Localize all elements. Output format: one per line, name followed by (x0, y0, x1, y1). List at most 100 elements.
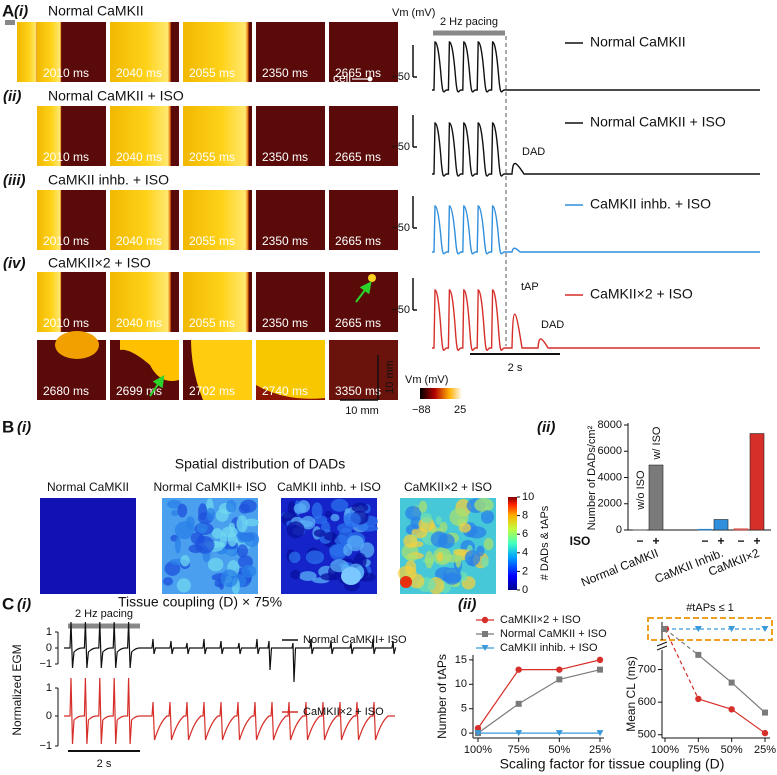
colorbar-tick-label: 10 (522, 491, 534, 503)
frame-time: 2055 ms (189, 316, 235, 330)
heatmap-blob (167, 499, 182, 509)
heatmap-blob (313, 529, 326, 537)
heatmap-blob (403, 534, 418, 548)
band-link (664, 628, 699, 656)
row-label: (i) (14, 3, 28, 20)
heatmap-blob (243, 531, 260, 548)
tile-wave (37, 22, 62, 82)
arrow (149, 375, 165, 397)
heatmap-blob (329, 544, 347, 561)
point (762, 709, 768, 716)
panel-label: A (2, 1, 14, 20)
tile-wave (329, 340, 398, 400)
row-title: Normal CaMKII (48, 3, 144, 19)
colorbar (508, 497, 517, 590)
marker (5, 20, 15, 25)
legend-label: CaMKII inhib. + ISO (500, 642, 598, 654)
x-sign-label: − (636, 534, 643, 548)
colorbar-tick-label: 8 (522, 510, 528, 522)
tile (256, 340, 325, 400)
y-tick-label: 500 (638, 729, 656, 741)
band-label: #tAPs ≤ 1 (686, 602, 734, 614)
heatmap-blob (442, 567, 462, 585)
tile (329, 22, 398, 82)
panel-label: B (2, 417, 14, 436)
heatmap-blob (300, 515, 316, 530)
heatmap-blob (435, 516, 442, 525)
heatmap-blob (226, 499, 237, 513)
heatmap-blob (483, 537, 494, 551)
frame-time: 2010 ms (43, 66, 89, 80)
y-tick-label: −1 (39, 658, 52, 670)
tile-wave (183, 106, 249, 166)
colorbar-label: # DADs & tAPs (539, 505, 551, 580)
y-axis-label: Mean CL (ms) (624, 656, 638, 732)
frame-time: 2350 ms (262, 234, 308, 248)
legend-label: Normal CaMKII + ISO (500, 628, 607, 640)
x-tick-label: 100% (651, 744, 679, 756)
pacing-label: 2 Hz pacing (75, 608, 133, 620)
heatmap-blob (311, 502, 323, 519)
colorbar-label: Vm (mV) (405, 374, 448, 386)
y-tick-label: 0 (461, 727, 467, 739)
egm-trace (64, 621, 397, 683)
bar (648, 464, 664, 531)
tile-wave (183, 22, 249, 82)
scale-label: 10 mm (345, 405, 379, 417)
frame-time: 2740 ms (262, 384, 308, 398)
heatmap-blob (320, 573, 337, 581)
point (596, 656, 604, 664)
y-tick-label: −50 (391, 304, 410, 316)
heatmap-blob (400, 576, 412, 588)
y-tick-label: 5 (461, 703, 467, 715)
heatmap-blob (199, 527, 206, 534)
tile (256, 190, 325, 250)
point (555, 730, 563, 737)
heatmap-blob (237, 544, 248, 558)
y-tick-label: 15 (455, 654, 467, 666)
point (596, 730, 604, 737)
heatmap-blob (464, 550, 481, 566)
sub-label: (i) (17, 596, 31, 613)
colorbar (420, 388, 462, 399)
egm-trace (64, 677, 395, 745)
colorbar-max: 25 (454, 404, 466, 416)
y-tick-label: 700 (638, 663, 656, 675)
x-tick-label: 75% (687, 744, 709, 756)
bar (733, 528, 749, 531)
heatmap-blob (458, 522, 471, 533)
tile-wave (110, 106, 171, 166)
tile-wave (110, 22, 171, 82)
y-tick-label: 4000 (598, 471, 622, 483)
y-tick-label: 0 (616, 524, 622, 536)
map-title: CaMKII inhb. + ISO (277, 480, 381, 494)
tile-wave (183, 272, 249, 332)
colorbar-tick-label: 0 (522, 584, 528, 596)
map-title: Normal CaMKII (47, 480, 129, 494)
frame-time: 2699 ms (116, 384, 162, 398)
x-axis-label: Scaling factor for tissue coupling (D) (500, 756, 725, 772)
y-axis-label: Normalized EGM (10, 644, 24, 735)
bar (697, 528, 713, 531)
heatmap-blob (299, 571, 317, 581)
heatmap-blob (424, 551, 434, 569)
heatmap-blob (358, 525, 379, 532)
trace (432, 41, 760, 93)
tile-wave (37, 272, 62, 332)
x-sign-label: + (753, 534, 760, 548)
heatmap-blob (240, 499, 257, 513)
tile-wave (110, 340, 179, 381)
heatmap-blob (195, 536, 215, 554)
y-tick-label: 1 (46, 626, 52, 638)
y-tick-label: 6000 (598, 445, 622, 457)
frame-time: 2665 ms (335, 150, 381, 164)
point (515, 700, 522, 707)
heatmap-blob (164, 561, 181, 576)
heatmap (40, 498, 136, 594)
heatmap-blob (343, 543, 353, 557)
heatmap-blob (343, 512, 361, 527)
trace-label: Normal CaMKII (590, 34, 686, 50)
time-scale-label: 2 s (97, 758, 112, 770)
frame-time: 2040 ms (116, 316, 162, 330)
frame-time: 2055 ms (189, 150, 235, 164)
